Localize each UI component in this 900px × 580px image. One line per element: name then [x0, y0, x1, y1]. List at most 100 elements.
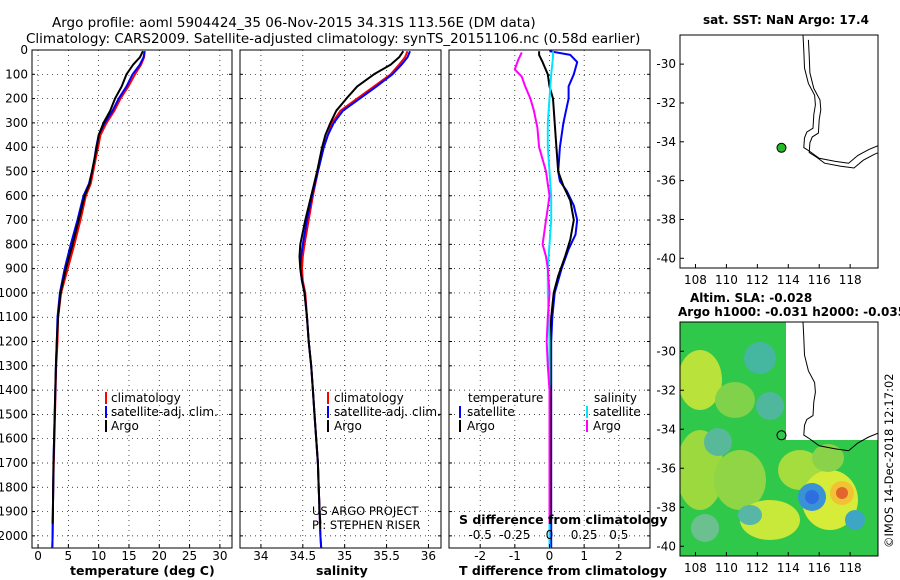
map-x-tick-label: 116	[808, 273, 831, 287]
coastline	[802, 35, 878, 164]
sla-heatmap	[680, 322, 878, 556]
x-tick-label: 34.5	[289, 549, 316, 563]
shelf-contour	[807, 39, 878, 169]
secondary-tick-label: 0	[546, 528, 554, 542]
legend-title-temperature: temperature	[468, 391, 543, 405]
sla-patch	[691, 514, 719, 542]
depth-tick-label: 1400	[0, 383, 28, 397]
x-tick-label: -2	[474, 549, 486, 563]
legend-label-sal-argo: Argo	[593, 419, 621, 433]
sla-patch	[715, 382, 755, 418]
axis-ticks: 0100200300400500600700800900100011001200…	[0, 43, 650, 563]
depth-tick-label: 1100	[0, 310, 28, 324]
map-top-layer	[776, 35, 878, 169]
map-bottom-title-line1: Altim. SLA: -0.028	[690, 291, 812, 305]
plot-title-line2: Climatology: CARS2009. Satellite-adjuste…	[26, 31, 640, 47]
sla-patch	[805, 490, 819, 504]
sla-patch	[812, 444, 844, 472]
depth-tick-label: 500	[5, 164, 28, 178]
map-top-title: sat. SST: NaN Argo: 17.4	[703, 13, 869, 27]
map-y-tick-label: -36	[656, 461, 676, 475]
map-x-tick-label: 112	[746, 273, 769, 287]
x-tick-label: 0	[34, 549, 42, 563]
depth-tick-label: 2000	[0, 529, 28, 543]
legend-label-satellite: satellite-adj. clim.	[111, 405, 218, 419]
map-x-tick-label: 110	[715, 273, 738, 287]
map-y-tick-label: -30	[656, 344, 676, 358]
difference-secondary-xlabel: S difference from climatology	[459, 512, 668, 527]
x-tick-label: 10	[91, 549, 106, 563]
secondary-tick-label: -0.5	[468, 528, 491, 542]
x-tick-label: -1	[509, 549, 521, 563]
sla-patch	[836, 487, 848, 499]
x-tick-label: 35	[337, 549, 352, 563]
depth-tick-label: 300	[5, 116, 28, 130]
map-axis-ticks: 108 110 112 114 116 118 -30 -32 -34 -36 -38 -40 108 1…	[656, 57, 861, 575]
map-y-tick-label: -30	[656, 57, 676, 71]
imos-credit: ©IMOS 14-Dec-2018 12:17:02	[882, 373, 896, 548]
map-y-tick-label: -34	[656, 135, 676, 149]
salinity-panel-frame	[239, 49, 442, 549]
x-tick-label: 15	[121, 549, 136, 563]
depth-tick-label: 900	[5, 262, 28, 276]
project-annotation-line1: US ARGO PROJECT	[312, 504, 420, 518]
legend-label-argo: Argo	[334, 419, 362, 433]
x-tick-label: 34	[253, 549, 268, 563]
legend-label-climatology: climatology	[334, 391, 404, 405]
depth-tick-label: 1500	[0, 407, 28, 421]
legend-label-climatology: climatology	[111, 391, 181, 405]
map-x-tick-label: 114	[777, 273, 800, 287]
sla-patch	[744, 342, 776, 374]
profile-location-marker	[776, 142, 787, 153]
map-y-tick-label: -32	[656, 96, 676, 110]
profile-location-marker	[776, 430, 787, 441]
series-line-satellite-adj-clim-	[299, 50, 411, 549]
difference-legend: temperature salinity satellite Argo sate…	[459, 391, 641, 433]
temperature-panel-frame	[31, 49, 233, 549]
difference-xlabel: T difference from climatology	[459, 563, 667, 578]
map-y-tick-label: -40	[656, 539, 676, 553]
map-x-tick-label: 116	[808, 561, 831, 575]
depth-tick-label: 1900	[0, 505, 28, 519]
depth-tick-label: 600	[5, 189, 28, 203]
salinity-legend: climatology satellite-adj. clim. Argo	[327, 391, 441, 433]
sla-patch	[680, 350, 722, 410]
map-y-tick-label: -40	[656, 251, 676, 265]
series-line-salinity-argo	[513, 51, 551, 524]
depth-tick-label: 1200	[0, 335, 28, 349]
map-y-tick-label: -38	[656, 500, 676, 514]
salinity-xlabel: salinity	[316, 563, 368, 578]
sla-patch	[714, 450, 766, 510]
x-tick-label: 1	[580, 549, 588, 563]
map-bottom-layer	[776, 322, 878, 452]
legend-label-satellite: satellite-adj. clim.	[334, 405, 441, 419]
depth-tick-label: 0	[20, 43, 28, 57]
depth-tick-label: 1700	[0, 456, 28, 470]
x-tick-label: 5	[65, 549, 73, 563]
sla-land-mask	[786, 322, 878, 440]
map-x-tick-label: 108	[684, 273, 707, 287]
series-line-argo	[51, 50, 144, 524]
x-tick-label: 35.5	[373, 549, 400, 563]
map-y-tick-label: -36	[656, 174, 676, 188]
depth-tick-label: 800	[5, 237, 28, 251]
series-line-argo	[298, 50, 405, 524]
project-annotation-line2: PI: STEPHEN RISER	[312, 518, 421, 532]
temperature-xlabel: temperature (deg C)	[70, 563, 215, 578]
sla-patch	[756, 392, 784, 420]
secondary-tick-label: 0.25	[571, 528, 598, 542]
map-x-tick-label: 118	[839, 273, 862, 287]
legend-title-salinity: salinity	[594, 391, 637, 405]
map-bottom-title-line2: Argo h1000: -0.031 h2000: -0.035	[678, 305, 900, 319]
legend-label-argo: Argo	[111, 419, 139, 433]
legend-label-sal-satellite: satellite	[593, 405, 641, 419]
plot-title-line1: Argo profile: aoml 5904424_35 06-Nov-201…	[52, 15, 536, 31]
x-tick-label: 36	[421, 549, 436, 563]
map-y-tick-label: -32	[656, 383, 676, 397]
coastline	[802, 322, 878, 452]
x-tick-label: 25	[182, 549, 197, 563]
depth-tick-label: 100	[5, 67, 28, 81]
map-y-tick-label: -34	[656, 422, 676, 436]
x-tick-label: 2	[615, 549, 623, 563]
